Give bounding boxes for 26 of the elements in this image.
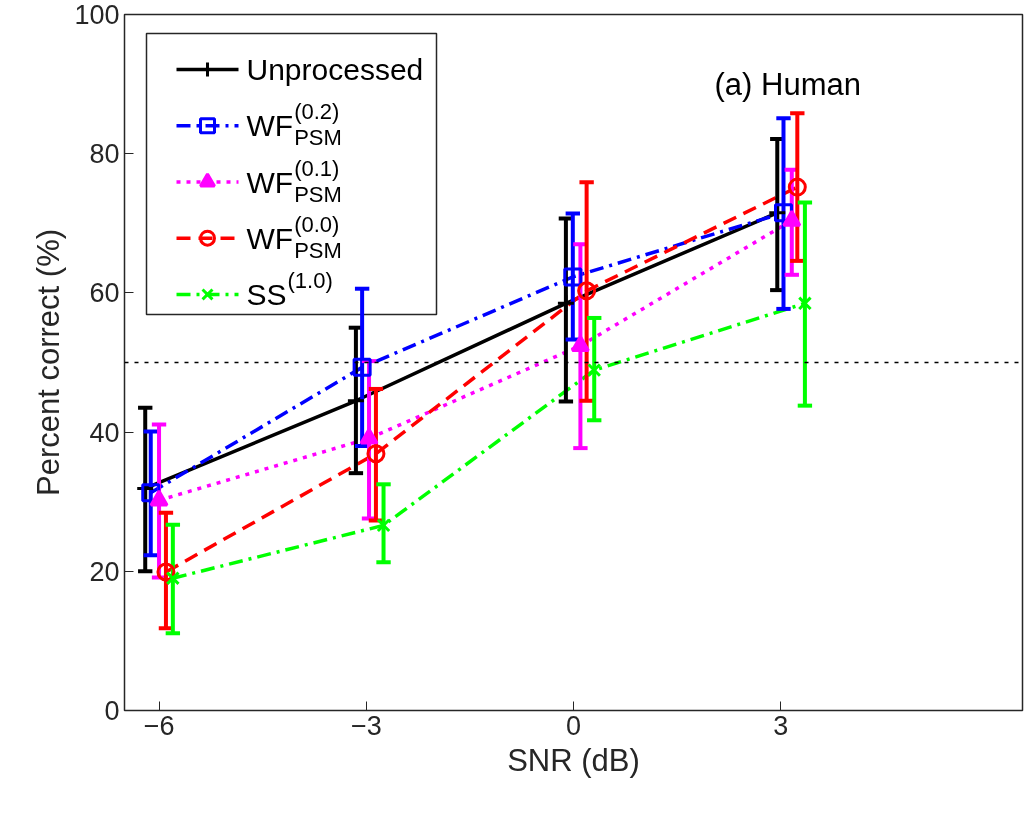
annotation: (a) Human — [714, 67, 861, 102]
point — [773, 203, 793, 223]
y-tick-label: 40 — [89, 417, 120, 448]
point — [346, 391, 366, 411]
point — [141, 483, 161, 503]
point — [797, 296, 813, 311]
point — [366, 444, 386, 464]
point — [787, 177, 807, 197]
x-tick-label: −3 — [350, 710, 382, 741]
point — [577, 281, 597, 301]
point — [556, 293, 576, 313]
y-axis-title: Percent correct (%) — [31, 228, 67, 497]
x-axis-title: SNR (dB) — [507, 742, 640, 778]
x-tick-label: −6 — [143, 710, 175, 741]
x-tick-label: 3 — [773, 710, 789, 741]
y-tick-label: 20 — [89, 556, 120, 587]
y-tick-label: 60 — [89, 278, 120, 309]
point — [587, 363, 602, 378]
point — [352, 357, 372, 377]
point — [165, 571, 181, 586]
x-tick-label: 0 — [565, 710, 582, 741]
legend-label: Unprocessed — [246, 53, 424, 87]
point — [376, 518, 391, 533]
y-tick-label: 80 — [89, 139, 120, 170]
y-tick-label: 100 — [74, 0, 120, 30]
point — [563, 267, 583, 287]
